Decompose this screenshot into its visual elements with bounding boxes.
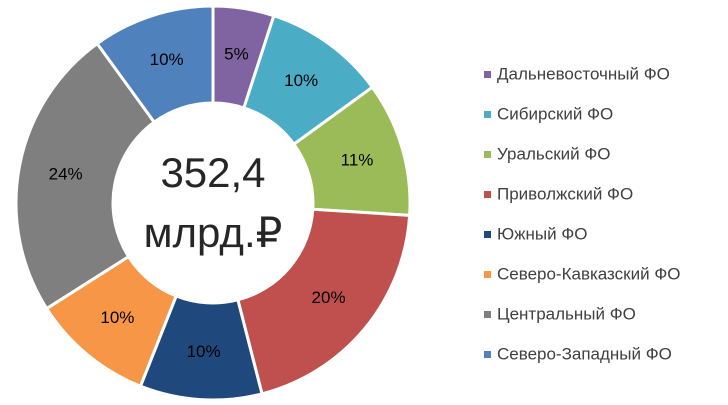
center-text: 352,4	[160, 149, 265, 196]
legend-swatch	[484, 271, 491, 278]
legend-swatch	[484, 351, 491, 358]
legend-swatch	[484, 191, 491, 198]
donut-segment	[14, 41, 157, 311]
legend-label: Сибирский ФО	[497, 104, 613, 123]
legend-label: Северо-Западный ФО	[497, 344, 672, 363]
legend-swatch	[484, 111, 491, 118]
legend-label: Уральский ФО	[497, 144, 611, 163]
data-label: 10%	[187, 342, 221, 361]
legend-label: Дальневосточный ФО	[497, 64, 670, 83]
legend-label: Приволжский ФО	[497, 184, 633, 203]
data-label: 10%	[100, 308, 134, 327]
data-label: 20%	[312, 288, 346, 307]
legend-swatch	[484, 71, 491, 78]
data-label: 24%	[49, 164, 83, 183]
legend-label: Южный ФО	[497, 224, 588, 243]
data-label: 5%	[224, 44, 249, 63]
donut-segment	[236, 207, 412, 396]
legend-swatch	[484, 311, 491, 318]
center-text: млрд.₽	[144, 209, 283, 256]
data-label: 10%	[150, 50, 184, 69]
legend-label: Северо-Кавказский ФО	[497, 264, 680, 283]
legend-swatch	[484, 151, 491, 158]
donut-segment	[95, 4, 215, 125]
data-label: 10%	[284, 71, 318, 90]
legend-label: Центральный ФО	[497, 304, 636, 323]
legend-swatch	[484, 231, 491, 238]
data-label: 11%	[341, 151, 374, 170]
